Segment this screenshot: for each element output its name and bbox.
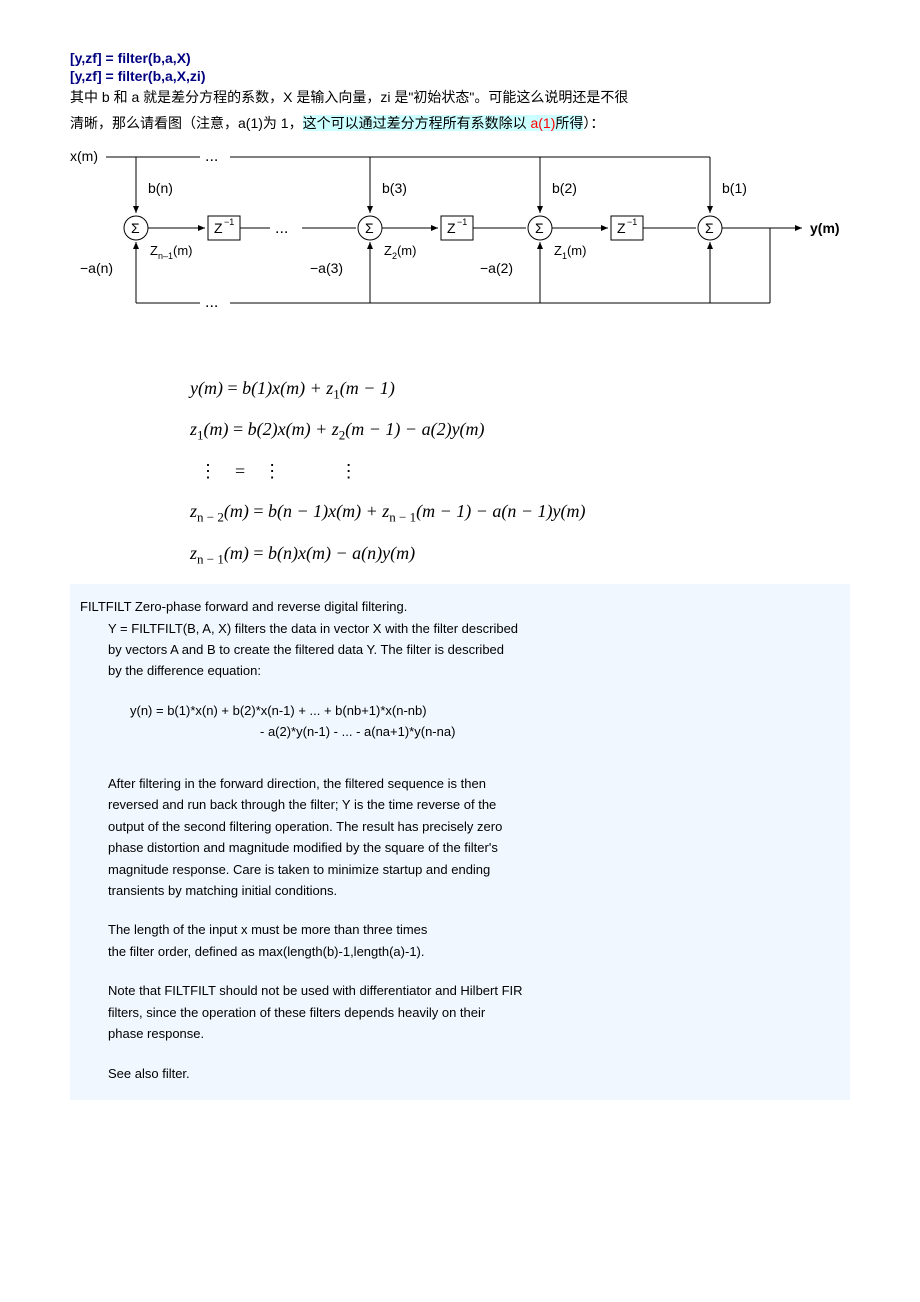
desc-title: FILTFILT Zero-phase forward and reverse …	[80, 596, 840, 617]
chinese-line-2: 清晰，那么请看图（注意，a(1)为 1，这个可以通过差分方程所有系数除以 a(1…	[70, 112, 850, 134]
label-ym: y(m)	[810, 220, 840, 236]
text: 是"初始状态"。可能这么说明还是不很	[391, 89, 629, 105]
literal-1: 1	[281, 115, 289, 131]
zinv-1b: −1	[224, 217, 234, 227]
znm1: Zn–1(m)	[150, 243, 192, 261]
text: 是输入向量，	[293, 89, 381, 105]
desc-p2l5: magnitude response. Care is taken to min…	[80, 859, 840, 880]
eq1-rhs1: b(1)x(m) + z	[242, 378, 333, 398]
var-zi: zi	[380, 89, 390, 105]
eq2-rhs2: (m − 1) − a(2)y(m)	[345, 419, 484, 439]
dots-bottom: ...	[205, 294, 218, 311]
sigma-1: Σ	[131, 220, 140, 236]
code-heading-1: [y,zf] = filter(b,a,X)	[70, 50, 850, 66]
desc-p2l2: reversed and run back through the filter…	[80, 794, 840, 815]
zinv-3a: Z	[617, 220, 626, 236]
equation-4: zn − 2(m) = b(n − 1)x(m) + zn − 1(m − 1)…	[190, 493, 850, 531]
filtfilt-description: FILTFILT Zero-phase forward and reverse …	[70, 584, 850, 1100]
label-a3: −a(3)	[310, 260, 343, 276]
eq5-lhs2: (m)	[224, 543, 249, 563]
dots-top: ...	[205, 148, 218, 165]
desc-p3l2: the filter order, defined as max(length(…	[80, 941, 840, 962]
dots-mid: ...	[275, 220, 288, 237]
eq2-lhs2: (m)	[204, 419, 229, 439]
eq4-lhs1: z	[190, 501, 197, 521]
highlighted-text: 这个可以通过差分方程所有系数除以 a(1)所得	[303, 115, 584, 131]
zinv-1a: Z	[214, 220, 223, 236]
desc-p3l1: The length of the input x must be more t…	[80, 919, 840, 940]
var-b: b	[102, 89, 110, 105]
z2m: Z2(m)	[384, 243, 416, 261]
desc-p4l1: Note that FILTFILT should not be used wi…	[80, 980, 840, 1001]
text: 和	[110, 89, 132, 105]
filter-block-diagram: x(m) y(m) ... b(n) b(3) b(2) b(1) Σ Σ Σ …	[70, 143, 850, 346]
equation-1: y(m) = b(1)x(m) + z1(m − 1)	[190, 370, 850, 408]
eq2-rhs1: b(2)x(m) + z	[248, 419, 339, 439]
sigma-2: Σ	[365, 220, 374, 236]
text: 所得	[555, 115, 583, 131]
z1m: Z1(m)	[554, 243, 586, 261]
desc-p1l3: by the difference equation:	[80, 660, 840, 681]
text: ）：	[583, 115, 604, 131]
eq2-lhs1: z	[190, 419, 197, 439]
eq5-lhs1: z	[190, 543, 197, 563]
label-b2: b(2)	[552, 180, 577, 196]
desc-p1l1: Y = FILTFILT(B, A, X) filters the data i…	[80, 618, 840, 639]
equations-block: y(m) = b(1)x(m) + z1(m − 1) z1(m) = b(2)…	[190, 370, 850, 572]
desc-p2l4: phase distortion and magnitude modified …	[80, 837, 840, 858]
var-a1-red: a(1)	[530, 115, 555, 131]
desc-eq1: y(n) = b(1)*x(n) + b(2)*x(n-1) + ... + b…	[80, 700, 840, 721]
desc-p4l3: phase response.	[80, 1023, 840, 1044]
eq4-rsub: n − 1	[389, 510, 416, 525]
label-b3: b(3)	[382, 180, 407, 196]
text: ，	[289, 115, 303, 131]
text: 为	[263, 115, 281, 131]
eq4-rhs1: b(n − 1)x(m) + z	[268, 501, 389, 521]
zinv-3b: −1	[627, 217, 637, 227]
label-an: −a(n)	[80, 260, 113, 276]
desc-p2l1: After filtering in the forward direction…	[80, 773, 840, 794]
desc-p5: See also filter.	[80, 1063, 840, 1084]
eq4-rhs2: (m − 1) − a(n − 1)y(m)	[416, 501, 585, 521]
desc-p4l2: filters, since the operation of these fi…	[80, 1002, 840, 1023]
sigma-3: Σ	[535, 220, 544, 236]
zinv-2a: Z	[447, 220, 456, 236]
zinv-2b: −1	[457, 217, 467, 227]
desc-p1l2: by vectors A and B to create the filtere…	[80, 639, 840, 660]
equation-2: z1(m) = b(2)x(m) + z2(m − 1) − a(2)y(m)	[190, 411, 850, 449]
label-b1: b(1)	[722, 180, 747, 196]
chinese-line-1: 其中 b 和 a 就是差分方程的系数，X 是输入向量，zi 是"初始状态"。可能…	[70, 86, 850, 108]
var-x: X	[283, 89, 292, 105]
eq5-lsub: n − 1	[197, 551, 224, 566]
eq4-lsub: n − 2	[197, 510, 224, 525]
desc-p2l6: transients by matching initial condition…	[80, 880, 840, 901]
equation-vdots: ⋮ = ⋮ ⋮	[190, 453, 850, 489]
desc-eq2: - a(2)*y(n-1) - ... - a(na+1)*y(n-na)	[80, 721, 840, 742]
text: 这个可以通过差分方程所有系数除以	[303, 115, 531, 131]
text: 清晰，那么请看图（注意，	[70, 115, 238, 131]
equation-5: zn − 1(m) = b(n)x(m) − a(n)y(m)	[190, 535, 850, 573]
label-bn: b(n)	[148, 180, 173, 196]
desc-p2l3: output of the second filtering operation…	[80, 816, 840, 837]
sigma-4: Σ	[705, 220, 714, 236]
var-a1: a(1)	[238, 115, 263, 131]
text: 就是差分方程的系数，	[139, 89, 283, 105]
text: 其中	[70, 89, 102, 105]
label-a2: −a(2)	[480, 260, 513, 276]
code-heading-2: [y,zf] = filter(b,a,X,zi)	[70, 68, 850, 84]
label-xm: x(m)	[70, 148, 98, 164]
eq1-lhs: y(m)	[190, 378, 223, 398]
eq5-rhs: b(n)x(m) − a(n)y(m)	[268, 543, 415, 563]
eq1-rhs2: (m − 1)	[340, 378, 395, 398]
eq4-lhs2: (m)	[224, 501, 249, 521]
